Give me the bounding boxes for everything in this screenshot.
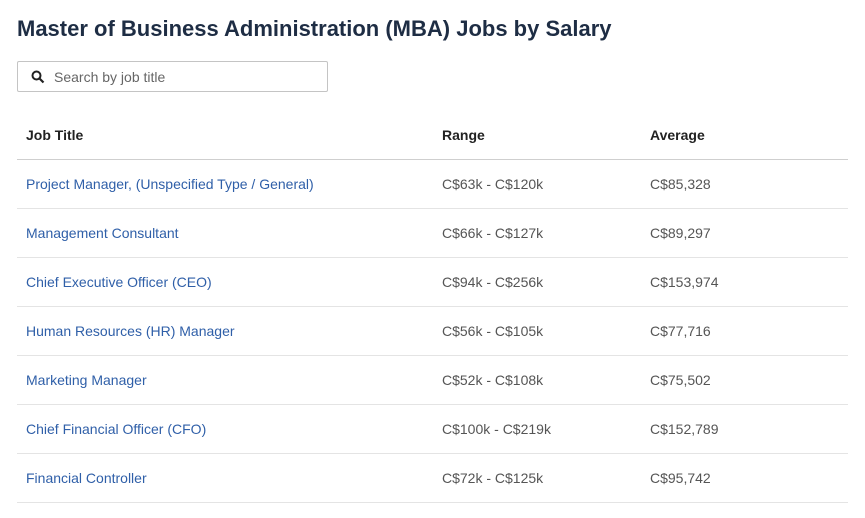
search-placeholder: Search by job title: [54, 69, 166, 85]
column-header: Average: [641, 110, 848, 160]
job-title-link[interactable]: Project Manager, (Unspecified Type / Gen…: [17, 159, 433, 209]
table-row: Chief Financial Officer (CFO) C$100k - C$…: [17, 404, 848, 454]
job-title-link[interactable]: Chief Executive Officer (CEO): [17, 257, 433, 307]
salary-average: C$153,974: [641, 257, 848, 307]
salary-average: C$77,716: [641, 306, 848, 356]
job-title-link[interactable]: Financial Controller: [17, 453, 433, 503]
salary-table: Job Title Range Average Project Manager, (…: [17, 110, 848, 503]
table-row: Management Consultant C$66k - C$127k C$89,…: [17, 208, 848, 258]
table-row: Human Resources (HR) Manager C$56k - C$10…: [17, 306, 848, 356]
table-row: Chief Executive Officer (CEO) C$94k - C$2…: [17, 257, 848, 307]
search-icon: [31, 70, 45, 84]
table-row: Marketing Manager C$52k - C$108k C$75,502: [17, 355, 848, 405]
salary-range: C$56k - C$105k: [433, 306, 641, 356]
salary-range: C$63k - C$120k: [433, 159, 641, 209]
salary-average: C$95,742: [641, 453, 848, 503]
salary-range: C$52k - C$108k: [433, 355, 641, 405]
salary-range: C$94k - C$256k: [433, 257, 641, 307]
salary-average: C$75,502: [641, 355, 848, 405]
salary-range: C$66k - C$127k: [433, 208, 641, 258]
job-title-link[interactable]: Human Resources (HR) Manager: [17, 306, 433, 356]
job-title-link[interactable]: Marketing Manager: [17, 355, 433, 405]
salary-average: C$85,328: [641, 159, 848, 209]
job-title-link[interactable]: Chief Financial Officer (CFO): [17, 404, 433, 454]
job-title-link[interactable]: Management Consultant: [17, 208, 433, 258]
salary-range: C$72k - C$125k: [433, 453, 641, 503]
salary-average: C$89,297: [641, 208, 848, 258]
search-box[interactable]: Search by job title: [17, 61, 328, 92]
salary-average: C$152,789: [641, 404, 848, 454]
page-title: Master of Business Administration (MBA) …: [17, 16, 612, 41]
table-row: Project Manager, (Unspecified Type / Gen…: [17, 159, 848, 209]
column-header: Range: [433, 110, 641, 160]
salary-range: C$100k - C$219k: [433, 404, 641, 454]
table-row: Financial Controller C$72k - C$125k C$95,7…: [17, 453, 848, 503]
column-header: Job Title: [17, 110, 433, 160]
header-row: Job Title Range Average: [17, 110, 848, 160]
